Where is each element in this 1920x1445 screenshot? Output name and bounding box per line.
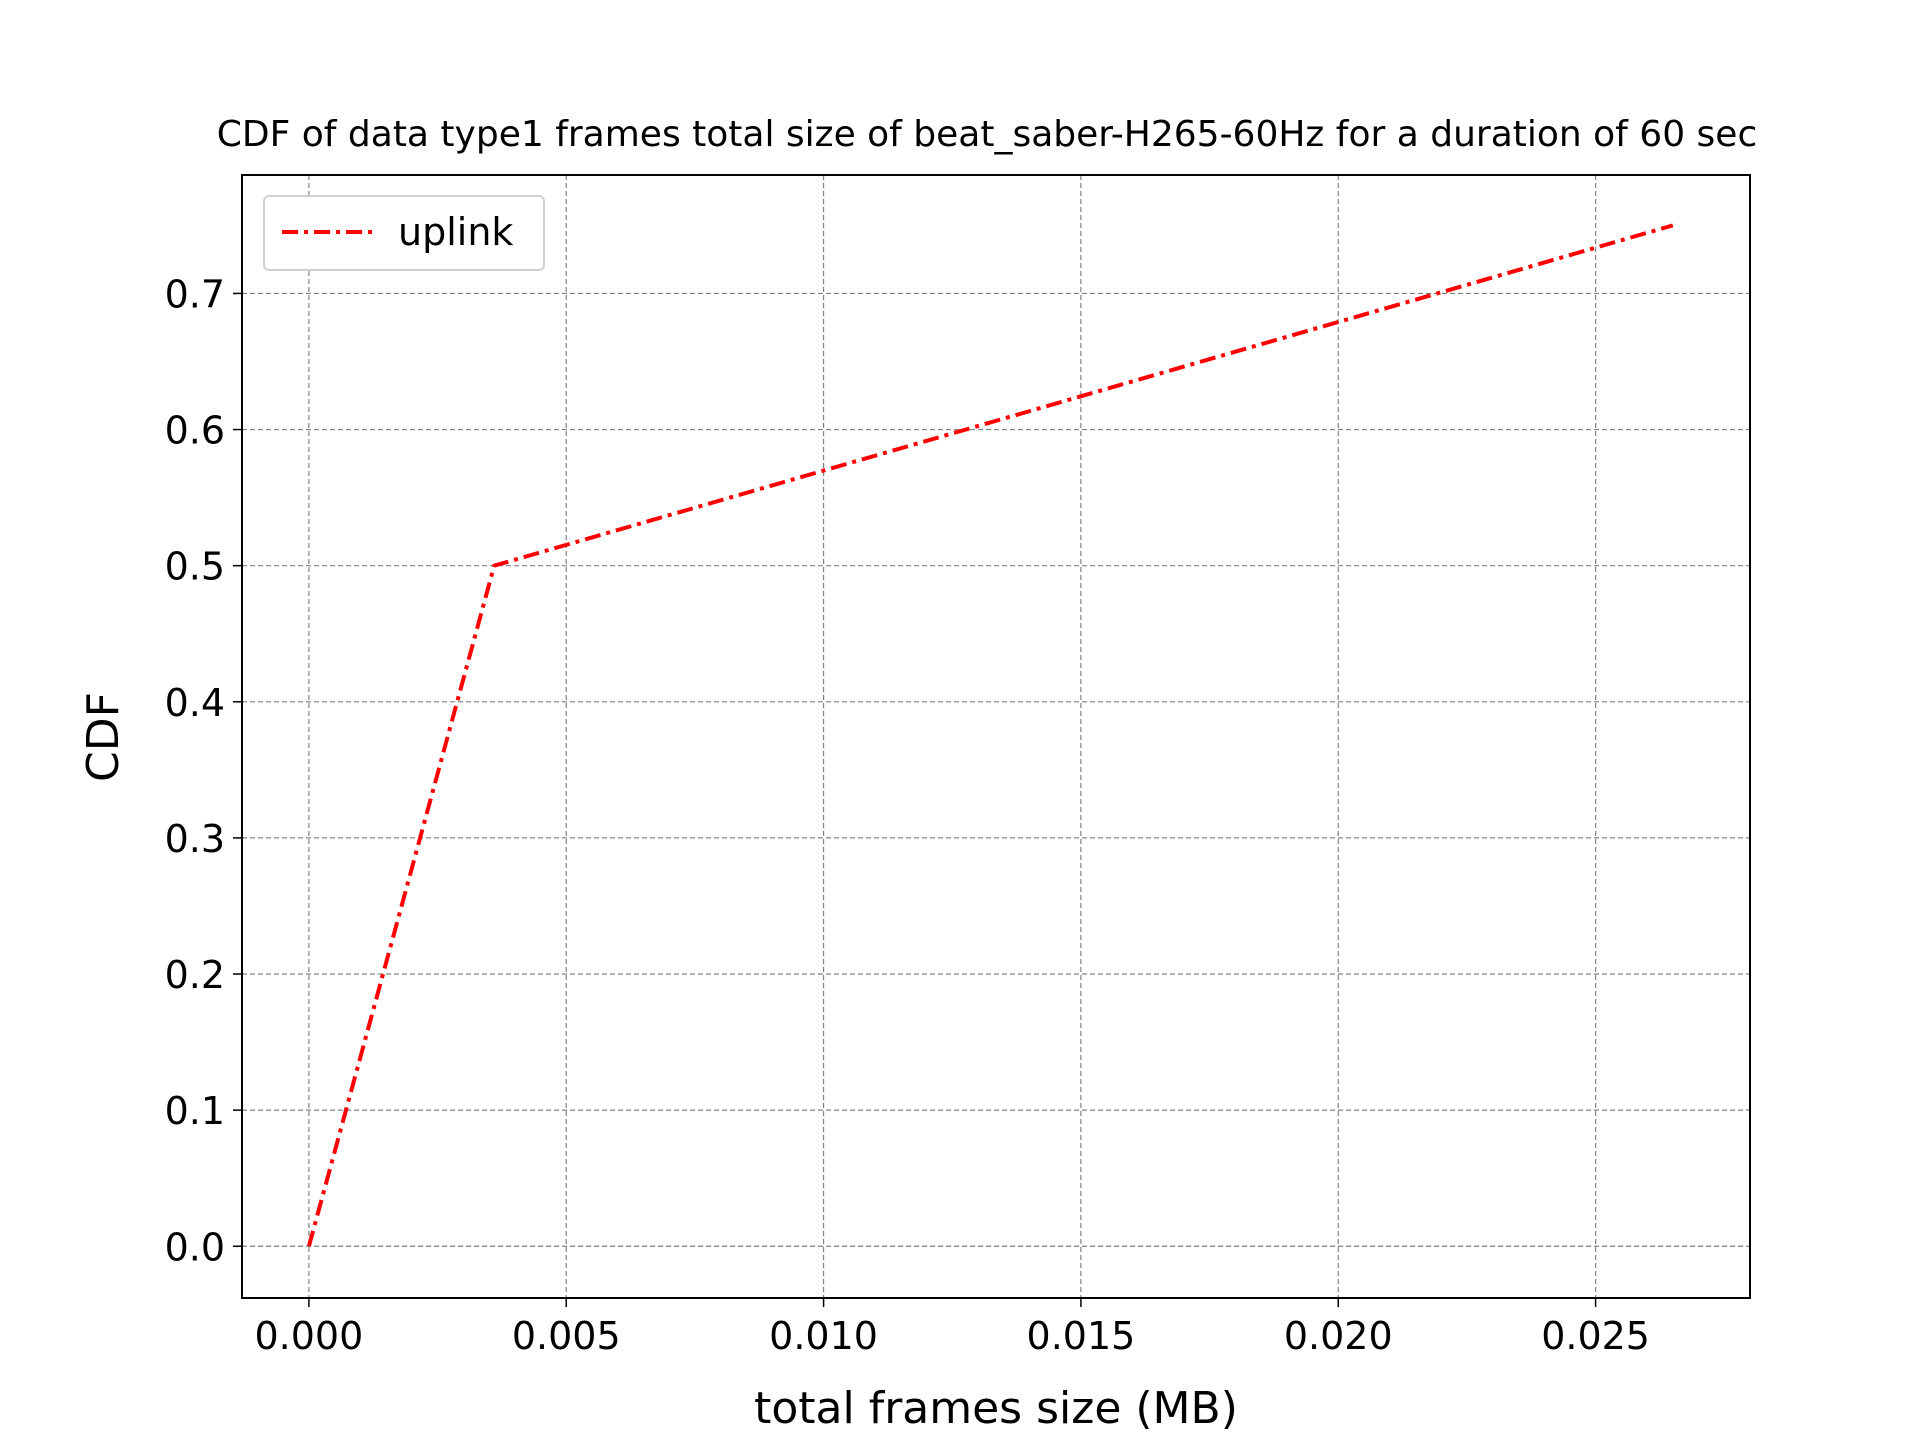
y-tick-label: 0.1 — [165, 1089, 225, 1133]
legend-label-uplink: uplink — [398, 210, 513, 254]
x-tick-label: 0.020 — [1284, 1314, 1393, 1358]
y-axis-ticks: 0.0 0.1 0.2 0.3 0.4 0.5 0.6 0.7 — [165, 272, 242, 1269]
y-tick-label: 0.2 — [165, 953, 225, 997]
plot-area-frame — [241, 174, 1751, 1299]
series-layer — [306, 223, 1674, 1247]
grid-layer — [242, 175, 1750, 1298]
y-tick-label: 0.7 — [165, 272, 225, 316]
series-line-uplink — [306, 223, 1674, 1247]
y-tick-label: 0.3 — [165, 817, 225, 861]
x-tick-label: 0.010 — [769, 1314, 878, 1358]
y-tick-label: 0.0 — [165, 1225, 225, 1269]
y-tick-label: 0.5 — [165, 545, 225, 589]
legend: uplink — [263, 195, 545, 271]
y-axis-label: CDF — [78, 692, 129, 782]
legend-box — [263, 195, 545, 271]
chart-title: CDF of data type1 frames total size of b… — [217, 114, 1758, 155]
y-tick-label: 0.6 — [165, 409, 225, 453]
x-axis-ticks: 0.000 0.005 0.010 0.015 0.020 0.025 — [255, 1298, 1650, 1358]
x-tick-label: 0.005 — [512, 1314, 621, 1358]
y-tick-label: 0.4 — [165, 681, 225, 725]
x-tick-label: 0.025 — [1541, 1314, 1650, 1358]
x-tick-label: 0.015 — [1027, 1314, 1136, 1358]
x-axis-label: total frames size (MB) — [754, 1383, 1238, 1434]
x-tick-label: 0.000 — [255, 1314, 364, 1358]
